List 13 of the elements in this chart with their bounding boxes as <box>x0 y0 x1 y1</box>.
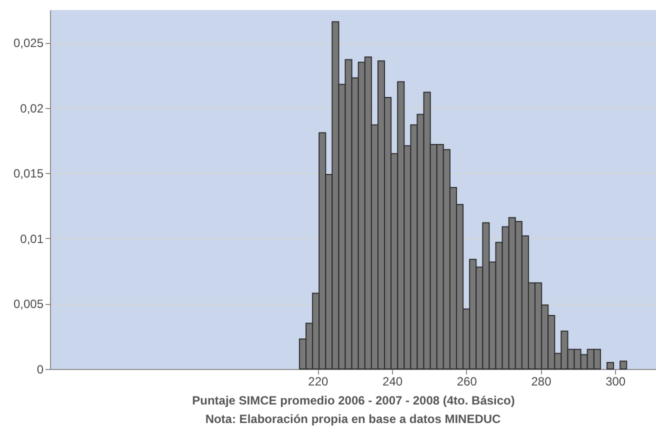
y-tick-label: 0,01 <box>20 232 44 246</box>
y-tick-label: 0,005 <box>13 297 44 312</box>
x-axis-title: Puntaje SIMCE promedio 2006 - 2007 - 2008 (4to. Básico) <box>192 394 515 408</box>
x-tick-label: 240 <box>382 374 403 388</box>
x-tick-label: 280 <box>531 374 552 388</box>
x-tick-label: 260 <box>456 374 478 388</box>
y-tick-label: 0,02 <box>20 101 44 116</box>
y-tick-label: 0 <box>36 362 44 376</box>
x-tick-label: 300 <box>606 374 626 388</box>
x-tick-label: 220 <box>308 374 329 388</box>
y-tick-label: 0,015 <box>13 166 44 181</box>
text: Nota: Elaboración propia en base a datos MINEDUC <box>205 412 502 426</box>
y-tick-label: 0,025 <box>13 36 44 50</box>
